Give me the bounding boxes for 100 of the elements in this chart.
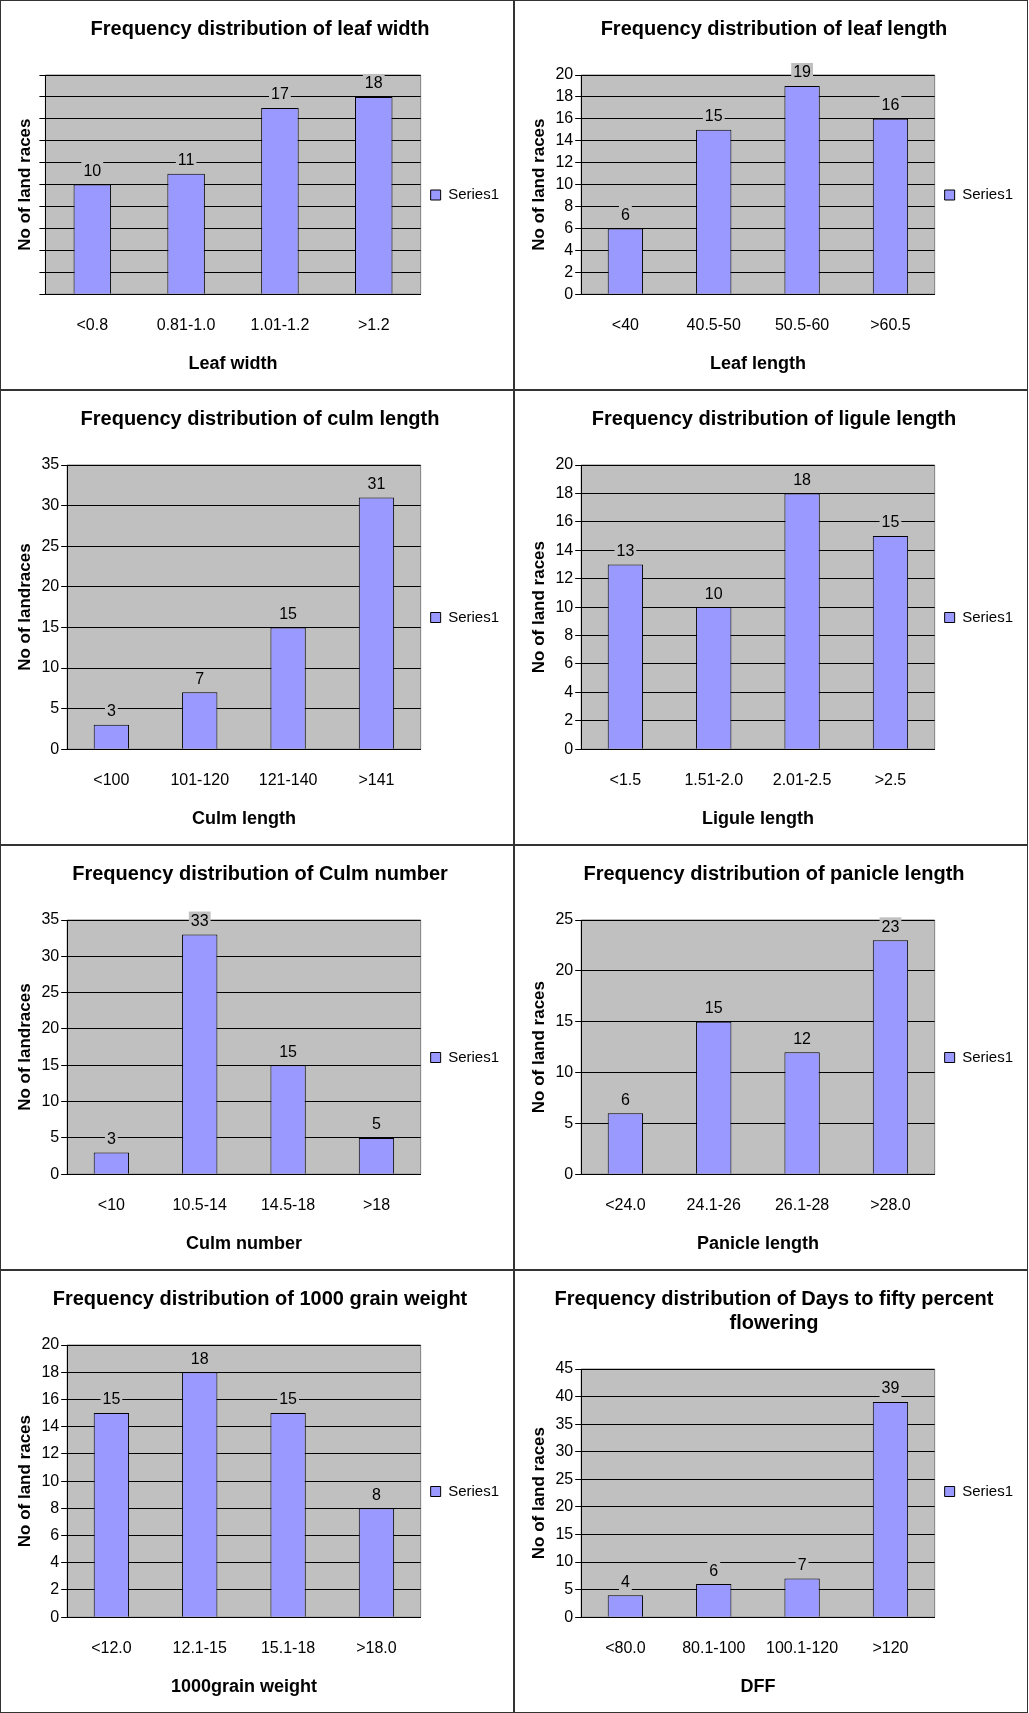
y-tick-label: 10 — [555, 175, 574, 193]
x-tick-label: >141 — [358, 771, 395, 789]
x-tick-label: 2.01-2.5 — [772, 771, 832, 789]
data-label: 15 — [279, 1390, 298, 1408]
legend-label: Series1 — [962, 607, 1013, 625]
x-axis-title: Panicle length — [696, 1233, 819, 1254]
y-tick-label: 18 — [41, 1362, 60, 1380]
data-label: 33 — [190, 911, 209, 929]
y-tick-label: 12 — [555, 569, 574, 587]
y-tick-label: 0 — [564, 1164, 574, 1182]
x-tick-label: <10 — [97, 1196, 126, 1214]
chart-title: Frequency distribution of 1000 grain weight — [52, 1286, 468, 1309]
data-label: 31 — [367, 474, 386, 492]
y-tick-label: 40 — [555, 1386, 574, 1404]
x-axis-title: 1000grain weight — [170, 1676, 317, 1697]
data-label: 6 — [709, 1561, 719, 1579]
y-tick-label: 10 — [41, 1091, 60, 1109]
x-tick-label: <40 — [611, 316, 640, 334]
y-tick-label: 2 — [564, 711, 574, 729]
chart-title: Frequency distribution of Culm number — [72, 861, 448, 884]
y-tick-label: 35 — [41, 910, 60, 928]
y-tick-label: 30 — [555, 1442, 574, 1460]
x-tick-label: >1.2 — [357, 316, 390, 334]
y-tick-label: 10 — [41, 1471, 60, 1489]
x-axis-title: Ligule length — [701, 808, 814, 829]
x-tick-label: >28.0 — [870, 1196, 911, 1214]
y-tick-label: 0 — [50, 1164, 60, 1182]
chart-title: Frequency distribution of culm length — [80, 406, 440, 429]
y-axis-title: No of landraces — [14, 983, 34, 1111]
y-tick-label: 5 — [50, 1128, 60, 1146]
y-tick-label: 2 — [50, 1580, 60, 1598]
x-tick-label: 80.1-100 — [682, 1639, 746, 1657]
data-label: 15 — [881, 513, 900, 531]
y-tick-label: 0 — [50, 1607, 60, 1625]
y-axis-title: No of land races — [14, 1414, 34, 1548]
y-tick-label: 18 — [555, 483, 574, 501]
y-tick-label: 20 — [555, 1497, 574, 1515]
x-axis-title: Leaf width — [188, 353, 278, 374]
data-label: 6 — [620, 1090, 630, 1108]
x-tick-label: 50.5-60 — [774, 316, 830, 334]
legend-label: Series1 — [448, 1047, 499, 1065]
chart-title: Frequency distribution of leaf length — [600, 16, 948, 39]
y-tick-label: 15 — [41, 1055, 60, 1073]
y-tick-label: 8 — [564, 625, 574, 643]
y-axis-title: No of land races — [528, 980, 548, 1114]
x-axis-title: Leaf length — [709, 353, 806, 374]
chart-title: Frequency distribution of ligule length — [591, 406, 957, 429]
data-label: 15 — [704, 999, 723, 1017]
x-tick-label: 40.5-50 — [686, 316, 741, 334]
y-tick-label: 0 — [564, 1607, 574, 1625]
x-tick-label: <12.0 — [91, 1639, 132, 1657]
y-tick-label: 45 — [555, 1359, 574, 1377]
chart-title: Frequency distribution of panicle length — [583, 861, 965, 884]
y-tick-label: 20 — [555, 455, 574, 473]
y-tick-label: 12 — [41, 1444, 60, 1462]
y-axis-title: No of land races — [528, 1426, 548, 1560]
y-axis-title: No of land races — [14, 118, 34, 251]
x-tick-label: 24.1-26 — [686, 1196, 741, 1214]
y-axis-title: No of land races — [528, 540, 548, 674]
y-tick-label: 15 — [555, 1012, 574, 1030]
y-tick-label: 0 — [50, 739, 60, 757]
y-tick-label: 35 — [41, 455, 60, 473]
chart-title: Frequency distribution of Days to fifty percent flowering — [554, 1286, 994, 1333]
x-axis-title: Culm number — [185, 1233, 302, 1254]
data-label: 18 — [364, 74, 383, 92]
y-tick-label: 30 — [41, 946, 60, 964]
y-tick-label: 0 — [564, 739, 574, 757]
y-tick-label: 20 — [555, 65, 574, 83]
y-tick-label: 20 — [555, 961, 574, 979]
x-axis-title: DFF — [740, 1676, 776, 1697]
data-label: 18 — [190, 1349, 209, 1367]
x-tick-label: >18 — [362, 1196, 391, 1214]
data-label: 15 — [279, 604, 298, 622]
y-tick-label: 14 — [555, 540, 574, 558]
legend-label: Series1 — [448, 185, 499, 203]
x-tick-label: >18.0 — [356, 1639, 397, 1657]
y-tick-label: 4 — [564, 240, 574, 258]
y-tick-label: 10 — [41, 658, 60, 676]
x-axis-title: Culm length — [191, 808, 296, 829]
y-tick-label: 5 — [50, 699, 60, 717]
x-tick-label: 100.1-120 — [766, 1639, 839, 1657]
x-tick-label: 10.5-14 — [172, 1196, 227, 1214]
x-tick-label: 0.81-1.0 — [156, 316, 216, 334]
data-label: 3 — [106, 1129, 116, 1147]
data-label: 15 — [704, 107, 723, 125]
y-tick-label: 20 — [41, 1019, 60, 1037]
y-tick-label: 10 — [555, 1552, 574, 1570]
y-tick-label: 25 — [41, 536, 60, 554]
data-label: 12 — [793, 1029, 812, 1047]
x-tick-label: 121-140 — [258, 771, 318, 789]
y-tick-label: 4 — [50, 1553, 60, 1571]
x-tick-label: <100 — [93, 771, 130, 789]
y-tick-label: 10 — [555, 1062, 574, 1080]
data-label: 7 — [195, 669, 205, 687]
y-tick-label: 16 — [555, 512, 574, 530]
data-label: 19 — [793, 63, 812, 81]
y-tick-label: 15 — [41, 617, 60, 635]
data-label: 6 — [620, 205, 630, 223]
legend-label: Series1 — [962, 1047, 1013, 1065]
x-tick-label: 101-120 — [170, 771, 230, 789]
